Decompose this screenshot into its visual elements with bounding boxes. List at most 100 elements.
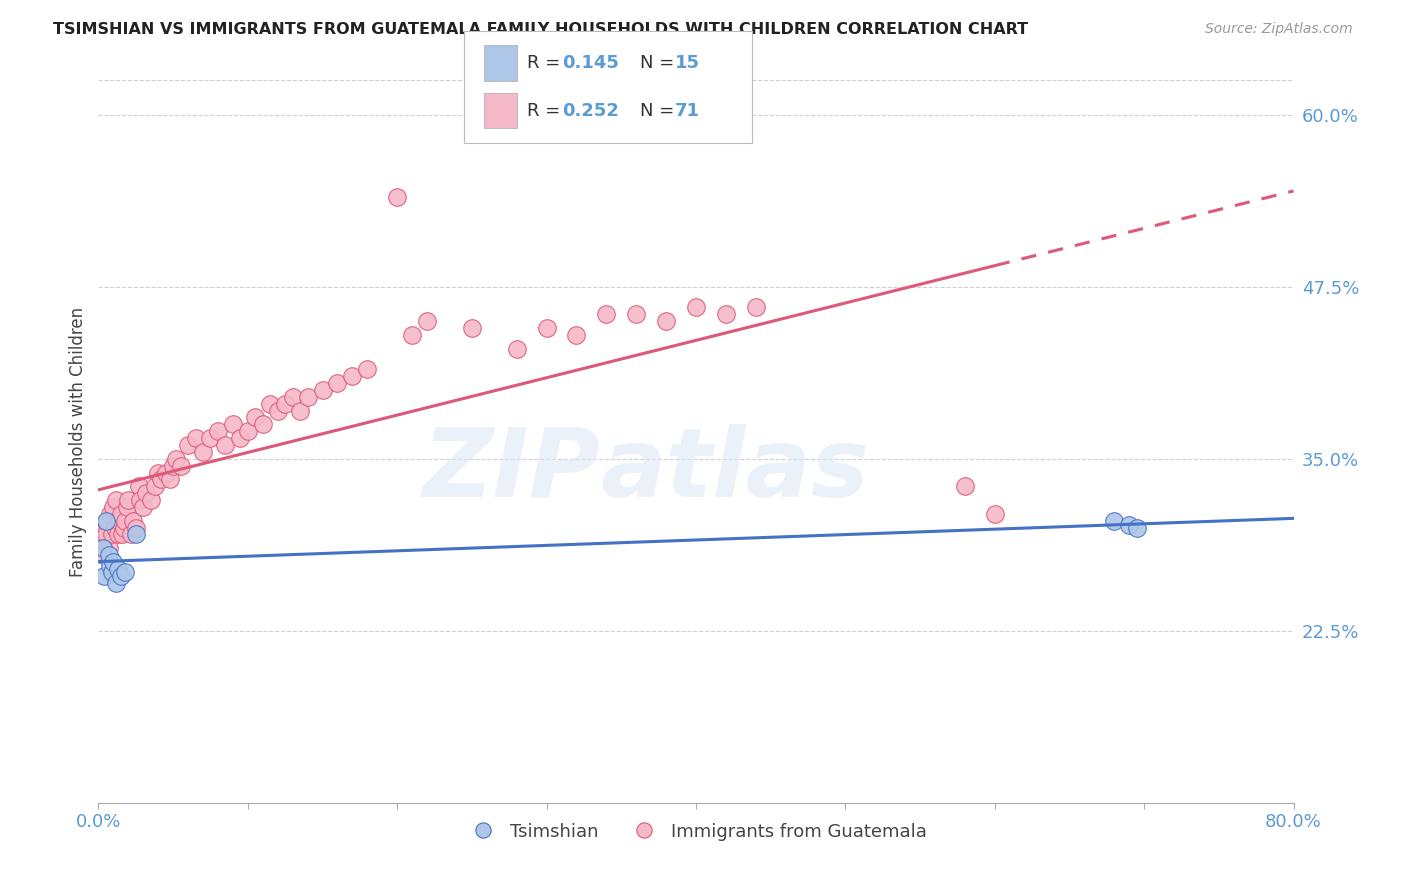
Point [288,403,311,417]
Point [103,555,125,569]
Text: 15: 15 [675,54,700,72]
Point [222,417,245,432]
Point [97,548,120,562]
Point [274,397,297,411]
Text: Source: ZipAtlas.com: Source: ZipAtlas.com [1205,22,1353,37]
Point [98,559,122,574]
Point [125,520,148,534]
Point [745,301,768,315]
Point [416,314,439,328]
Point [91,548,114,562]
Text: TSIMSHIAN VS IMMIGRANTS FROM GUATEMALA FAMILY HOUSEHOLDS WITH CHILDREN CORRELATI: TSIMSHIAN VS IMMIGRANTS FROM GUATEMALA F… [53,22,1029,37]
Point [110,507,132,521]
Point [107,527,129,541]
Point [200,431,222,445]
Point [121,514,143,528]
Point [91,541,114,556]
Point [93,568,115,582]
Point [177,438,200,452]
Point [114,514,136,528]
Point [115,500,138,514]
Point [311,383,333,397]
Point [207,424,229,438]
Point [1118,517,1140,532]
Point [401,327,423,342]
Point [132,500,155,514]
Point [94,527,117,541]
Point [143,479,166,493]
Point [297,390,319,404]
Text: R =: R = [527,102,567,120]
Point [96,514,118,528]
Text: 0.145: 0.145 [562,54,619,72]
Point [128,479,150,493]
Point [129,493,152,508]
Point [214,438,236,452]
Point [385,190,409,204]
Point [245,410,267,425]
Point [120,527,142,541]
Point [506,342,529,356]
Text: N =: N = [640,54,679,72]
Legend: Tsimshian, Immigrants from Guatemala: Tsimshian, Immigrants from Guatemala [458,815,934,848]
Point [103,500,125,514]
Point [356,362,378,376]
Point [101,527,124,541]
Point [1125,520,1147,534]
Point [98,507,122,521]
Point [685,301,707,315]
Point [105,493,128,508]
Point [229,431,252,445]
Point [125,527,148,541]
Point [117,493,139,508]
Point [184,431,207,445]
Point [97,541,120,556]
Point [536,321,558,335]
Point [342,369,364,384]
Point [148,466,170,480]
Point [626,307,648,321]
Point [93,534,115,549]
Point [655,314,678,328]
Point [984,507,1007,521]
Point [236,424,259,438]
Point [267,403,290,417]
Point [953,479,976,493]
Point [94,520,117,534]
Point [252,417,274,432]
Point [326,376,349,390]
Point [112,520,135,534]
Text: atlas: atlas [600,424,869,517]
Point [101,565,124,579]
Point [110,568,132,582]
Point [461,321,484,335]
Point [94,514,117,528]
Point [169,458,191,473]
Point [105,575,128,590]
Point [191,445,214,459]
Point [165,451,187,466]
Text: R =: R = [527,54,567,72]
Point [162,458,184,473]
Text: 71: 71 [675,102,700,120]
Point [595,307,617,321]
Point [714,307,737,321]
Point [111,527,134,541]
Point [565,327,588,342]
Point [114,565,136,579]
Point [150,472,173,486]
Point [108,514,131,528]
Point [155,466,177,480]
Point [281,390,304,404]
Text: N =: N = [640,102,679,120]
Point [107,562,129,576]
Point [259,397,281,411]
Point [135,486,157,500]
Point [1104,514,1126,528]
Text: 0.252: 0.252 [562,102,619,120]
Y-axis label: Family Households with Children: Family Households with Children [69,307,87,576]
Text: ZIP: ZIP [422,424,600,517]
Point [104,520,127,534]
Point [159,472,181,486]
Point [139,493,162,508]
